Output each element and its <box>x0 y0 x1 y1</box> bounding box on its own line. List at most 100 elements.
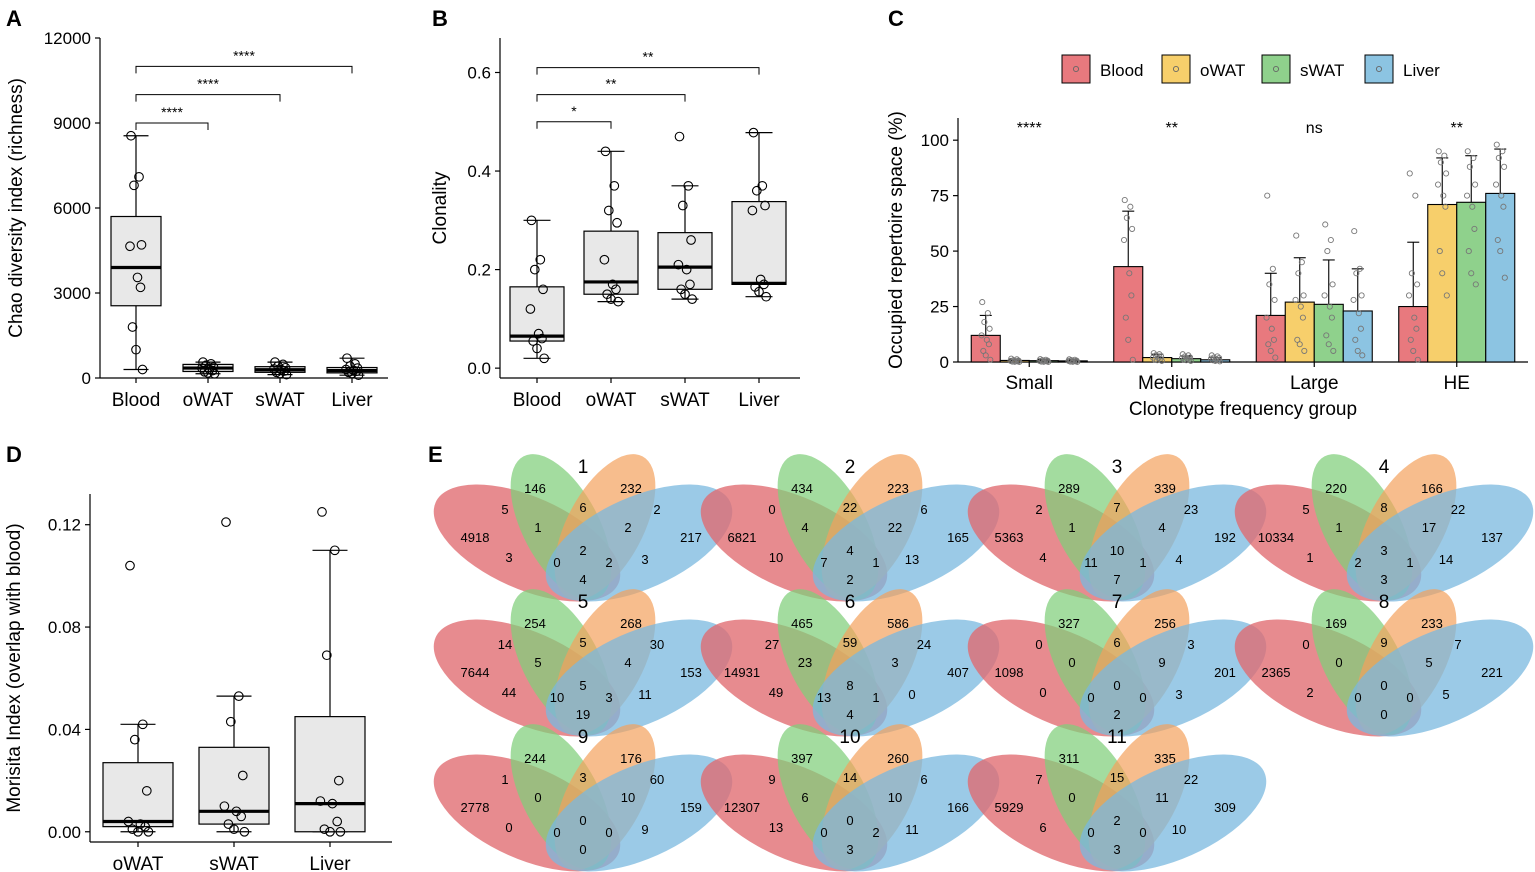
venn-count-swat_liver: 6 <box>920 502 927 517</box>
venn-count-owat_liver: 4 <box>1175 552 1182 567</box>
c-data-point <box>1129 356 1136 363</box>
c-data-point <box>1128 292 1135 299</box>
a-y-tick-label: 0 <box>82 369 91 388</box>
venn-count-liver_only: 221 <box>1481 665 1503 680</box>
b-data-point <box>680 289 690 300</box>
venn-count-blood_liver: 19 <box>576 707 590 722</box>
c-data-point <box>1266 281 1273 288</box>
venn-title: 3 <box>1112 457 1123 478</box>
c-data-point <box>1322 221 1329 228</box>
venn-count-blood_swat_liver: 0 <box>1406 690 1413 705</box>
venn-count-blood_only: 7644 <box>461 665 490 680</box>
venn-count-owat_swat_liver: 10 <box>621 790 635 805</box>
venn-count-blood_owat_liver: 0 <box>1087 825 1094 840</box>
b-data-point <box>537 333 547 344</box>
venn-count-owat_swat: 14 <box>843 770 857 785</box>
b-x-tick-label: oWAT <box>586 390 637 411</box>
d-box-owat <box>102 762 174 828</box>
b-data-point <box>599 254 610 265</box>
d-data-point <box>239 826 250 837</box>
venn-count-owat_liver: 3 <box>1175 687 1182 702</box>
a-data-point <box>131 344 141 355</box>
a-x-tick-label: Blood <box>112 390 161 411</box>
venn-count-owat_liver: 0 <box>908 687 915 702</box>
b-data-point <box>673 259 684 270</box>
d-y-tick-label: 0.04 <box>48 720 81 739</box>
a-y-axis-label: Chao diversity index (richness) <box>6 78 27 338</box>
venn-count-swat_only: 268 <box>620 616 642 631</box>
venn-count-blood_only: 10334 <box>1258 530 1294 545</box>
c-data-point <box>1321 292 1328 299</box>
venn-diagram-8: 8 2365 169 233 221 0 9 7 0 5 2 5 0 0 0 0 <box>1234 589 1534 737</box>
c-y-tick-label: 50 <box>930 242 949 261</box>
venn-count-blood_swat: 10 <box>769 550 783 565</box>
a-data-point <box>278 359 288 370</box>
b-data-point <box>532 343 542 354</box>
c-data-point <box>1041 358 1048 365</box>
a-data-point <box>275 368 285 379</box>
venn-count-owat_only: 289 <box>1058 481 1080 496</box>
b-y-axis-label: Clonality <box>430 171 451 244</box>
c-data-point <box>1158 357 1165 364</box>
c-data-point <box>1406 292 1413 299</box>
c-x-tick-label: Medium <box>1138 373 1206 394</box>
venn-count-owat_swat: 22 <box>843 500 857 515</box>
venn-count-blood_swat_liver: 0 <box>1139 825 1146 840</box>
b-box-liver <box>731 200 787 285</box>
venn-set-liver <box>1079 754 1267 872</box>
c-data-point <box>987 356 994 363</box>
legend-swatch-blood <box>1061 54 1091 84</box>
c-data-point <box>1442 203 1449 210</box>
b-data-point <box>529 264 540 275</box>
c-data-point <box>1269 265 1276 272</box>
venn-count-blood_swat: 4 <box>1039 550 1046 565</box>
c-data-point <box>1069 358 1076 365</box>
b-box-blood <box>509 286 565 342</box>
venn-count-blood_owat_liver: 0 <box>553 555 560 570</box>
venn-count-swat_only: 176 <box>620 751 642 766</box>
d-data-point <box>123 816 134 827</box>
c-data-point <box>1406 170 1413 177</box>
venn-count-blood_owat_liver: 13 <box>817 690 831 705</box>
venn-count-blood_only: 12307 <box>724 800 760 815</box>
panel-letter-d: D <box>6 442 22 467</box>
venn-count-owat_swat_liver: 17 <box>1422 520 1436 535</box>
c-data-point <box>1410 347 1417 354</box>
c-data-point <box>1293 232 1300 239</box>
c-data-point <box>1012 358 1019 365</box>
c-data-point <box>1294 336 1301 343</box>
c-data-point <box>1270 336 1277 343</box>
legend-swatch-point <box>1272 65 1280 73</box>
c-bar-blood <box>1113 266 1144 363</box>
venn-count-owat_swat: 7 <box>1113 500 1120 515</box>
a-data-point <box>203 368 213 378</box>
c-bar-liver <box>1485 192 1516 363</box>
b-data-point <box>759 279 769 290</box>
c-data-point <box>1300 292 1307 299</box>
c-data-point <box>1296 341 1303 348</box>
c-data-point <box>1414 356 1421 363</box>
legend-label-swat: sWAT <box>1300 61 1344 80</box>
venn-count-blood_owat_swat: 4 <box>801 520 808 535</box>
c-data-point <box>978 332 985 339</box>
b-significance-bracket <box>536 94 686 102</box>
c-data-point <box>1297 303 1304 310</box>
c-data-point <box>1324 248 1331 255</box>
venn-count-owat_swat_liver: 5 <box>1425 655 1432 670</box>
b-data-point <box>539 353 550 364</box>
venn-diagram-11: 11 5929 311 335 309 7 15 22 0 11 6 10 0 0 2 3 <box>967 724 1267 872</box>
d-data-point <box>321 650 332 661</box>
b-data-point <box>674 131 685 142</box>
b-data-point <box>747 205 758 216</box>
d-data-point <box>329 545 340 556</box>
venn-count-blood_swat_liver: 3 <box>605 690 612 705</box>
venn-count-swat_liver: 60 <box>650 772 664 787</box>
venn-count-blood_only: 2365 <box>1262 665 1291 680</box>
venn-set-liver <box>812 484 1000 602</box>
c-data-point <box>1435 181 1442 188</box>
venn-title: 5 <box>578 592 589 613</box>
panel-d-boxplot: 0.00 0.04 0.08 0.12 Morisita Index (overlap … <box>4 494 392 872</box>
venn-diagram-4: 4 10334 220 166 137 5 8 22 1 17 1 14 2 1 3 3 <box>1234 454 1534 602</box>
c-data-point <box>1329 281 1336 288</box>
